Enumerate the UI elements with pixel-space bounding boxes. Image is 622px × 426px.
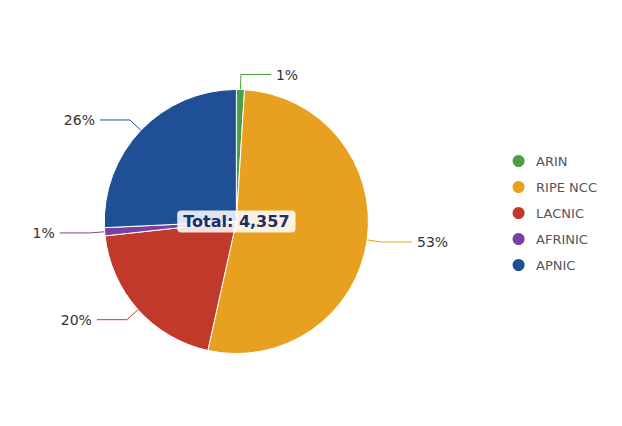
svg-text:Total: 4,357: Total: 4,357	[183, 212, 289, 231]
svg-text:AFRINIC: AFRINIC	[536, 232, 588, 247]
svg-text:1%: 1%	[33, 225, 55, 241]
svg-text:APNIC: APNIC	[536, 258, 575, 273]
svg-text:26%: 26%	[64, 112, 95, 128]
svg-text:LACNIC: LACNIC	[536, 206, 584, 221]
svg-text:RIPE NCC: RIPE NCC	[536, 180, 597, 195]
svg-text:20%: 20%	[61, 312, 92, 328]
svg-text:ARIN: ARIN	[536, 154, 567, 169]
svg-text:53%: 53%	[417, 234, 448, 250]
svg-text:1%: 1%	[276, 67, 298, 83]
